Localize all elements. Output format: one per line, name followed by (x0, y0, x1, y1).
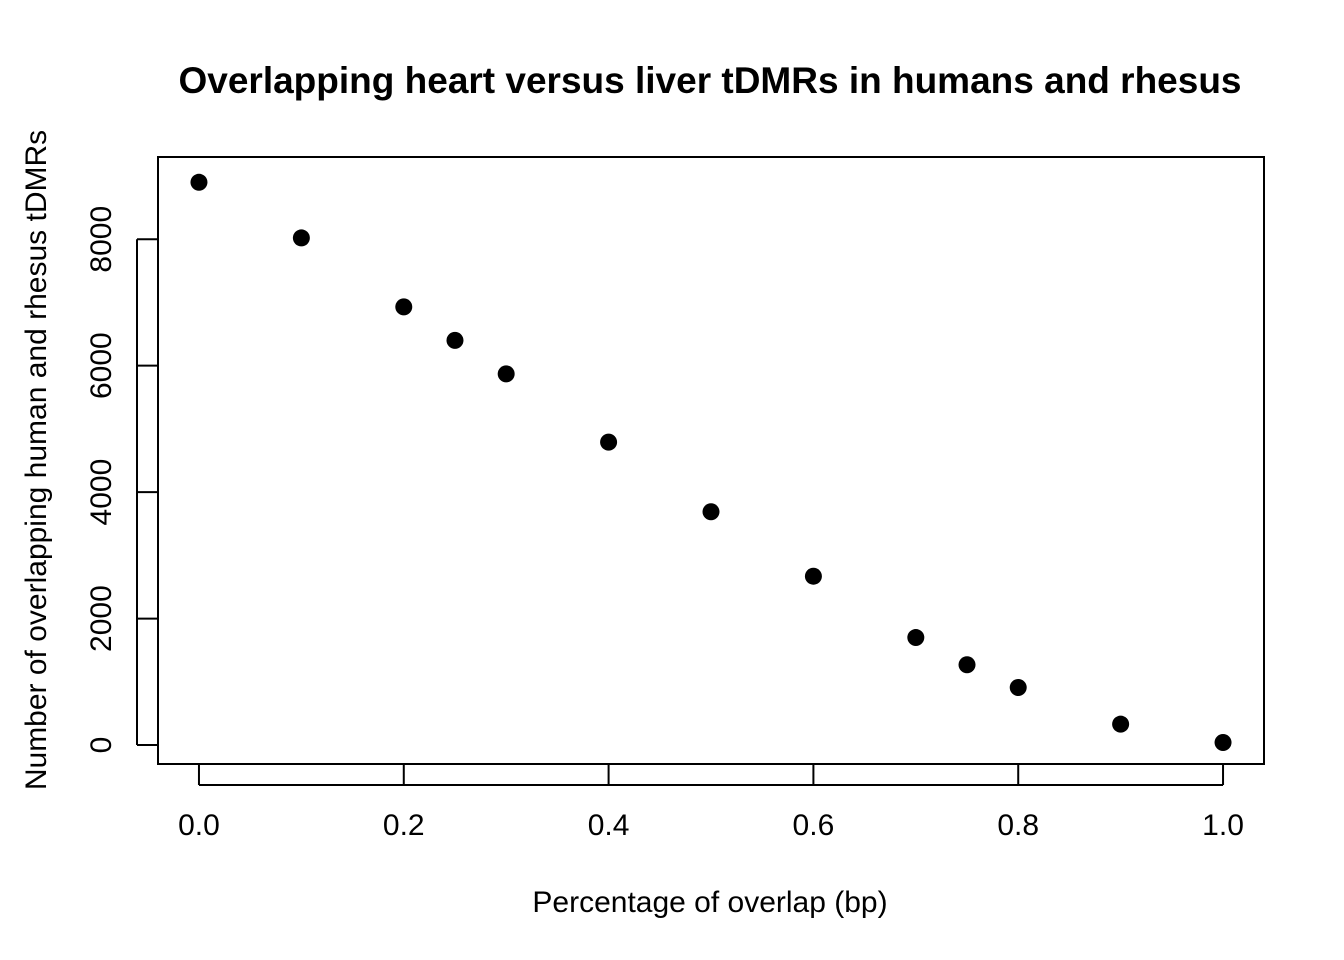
x-tick-label: 0.2 (383, 809, 425, 842)
y-tick-label: 6000 (85, 332, 118, 399)
data-point (600, 433, 618, 451)
y-tick-label: 2000 (85, 585, 118, 652)
data-point (804, 567, 822, 585)
y-axis: 0 2000 4000 6000 8000 (85, 206, 158, 754)
x-axis-label: Percentage of overlap (bp) (532, 886, 887, 919)
data-point (497, 365, 515, 383)
x-tick-label: 0.6 (793, 809, 835, 842)
data-point (907, 629, 925, 647)
y-tick-label: 4000 (85, 459, 118, 526)
x-tick-label: 0.4 (588, 809, 630, 842)
data-point (958, 656, 976, 674)
plot-area-frame (157, 156, 1265, 765)
chart-title: Overlapping heart versus liver tDMRs in … (178, 60, 1241, 101)
x-axis: 0.0 0.2 0.4 0.6 0.8 1.0 (178, 764, 1244, 842)
x-tick-label: 0.8 (997, 809, 1039, 842)
y-tick-label: 8000 (85, 206, 118, 273)
x-tick-label: 0.0 (178, 809, 220, 842)
data-point (702, 503, 720, 521)
data-point (446, 331, 464, 349)
data-point (395, 298, 413, 316)
data-point (292, 229, 310, 247)
data-points (190, 173, 1232, 752)
y-tick-label: 0 (85, 737, 118, 754)
data-point (1009, 678, 1027, 696)
data-point (1112, 715, 1130, 733)
data-point (190, 173, 208, 191)
x-tick-label: 1.0 (1202, 809, 1244, 842)
data-point (1214, 734, 1232, 752)
y-axis-label: Number of overlapping human and rhesus t… (20, 130, 53, 790)
